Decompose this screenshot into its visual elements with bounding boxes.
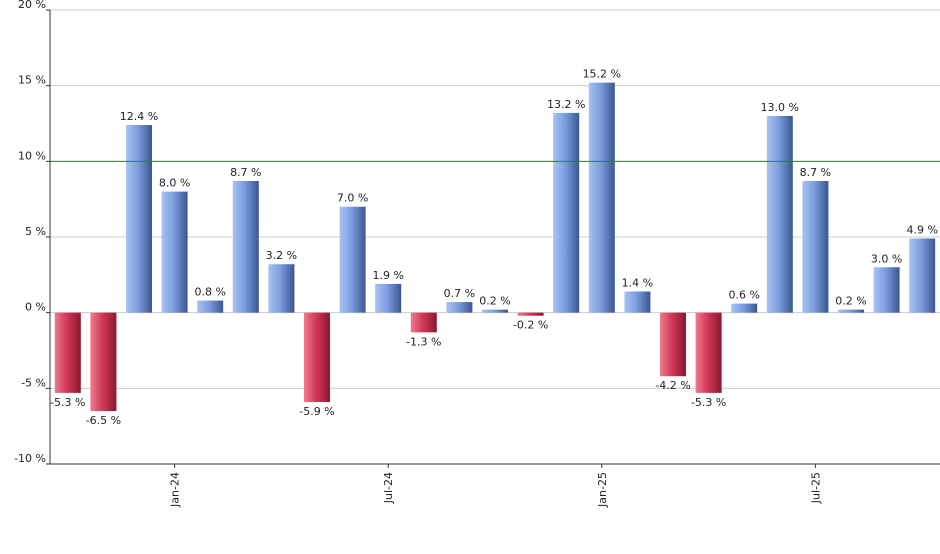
data-labels: -5.3 %-6.5 %12.4 %8.0 %0.8 %8.7 %3.2 %-5… <box>50 68 938 427</box>
data-label: -1.3 % <box>406 335 441 348</box>
bar <box>268 264 295 313</box>
bar <box>695 312 722 393</box>
data-label: 7.0 % <box>337 192 368 205</box>
bar <box>802 181 829 313</box>
data-label: 0.7 % <box>444 287 475 300</box>
y-tick-label: 20 % <box>18 0 46 11</box>
data-label: -5.3 % <box>691 396 726 409</box>
bar <box>660 312 686 377</box>
bar <box>624 291 651 313</box>
axes: -10 % -5 % 0 % 5 % 10 % 15 % 20 % Jan-24 Jul-24 J… <box>14 0 940 508</box>
data-label: 13.0 % <box>761 101 799 114</box>
bar <box>446 302 473 313</box>
bars <box>54 82 936 412</box>
data-label: 8.7 % <box>230 166 261 179</box>
data-label: 3.0 % <box>871 252 902 265</box>
bar <box>375 283 402 313</box>
bar <box>873 267 900 313</box>
data-label: -0.2 % <box>513 319 548 332</box>
y-tick-label: 10 % <box>18 149 46 162</box>
bar <box>304 312 330 402</box>
bar <box>339 206 366 313</box>
bar <box>126 125 152 313</box>
x-tick-label: Jul-24 <box>382 472 395 504</box>
x-tick-label: Jan-24 <box>169 472 182 508</box>
data-label: -5.9 % <box>299 405 334 418</box>
data-label: 8.7 % <box>800 166 831 179</box>
y-tick-label: 15 % <box>18 74 46 87</box>
data-label: 12.4 % <box>120 110 158 123</box>
x-tick-label: Jan-25 <box>596 472 609 508</box>
bar <box>90 312 117 412</box>
x-tick-label: Jul-25 <box>809 472 822 504</box>
data-label: 1.9 % <box>372 269 403 282</box>
data-label: 8.0 % <box>159 177 190 190</box>
data-label: 0.8 % <box>194 286 225 299</box>
data-label: 1.4 % <box>622 276 653 289</box>
bar <box>838 309 864 313</box>
data-label: 13.2 % <box>547 98 585 111</box>
data-label: 0.6 % <box>728 289 759 302</box>
bar <box>197 300 224 313</box>
data-label: -6.5 % <box>86 414 121 427</box>
bar <box>54 312 81 393</box>
bar <box>731 303 758 313</box>
data-label: 4.9 % <box>906 224 937 237</box>
data-label: 15.2 % <box>583 68 621 81</box>
bar <box>553 112 580 313</box>
data-label: -5.3 % <box>50 396 85 409</box>
bar <box>161 191 188 313</box>
y-tick-label: 5 % <box>25 225 46 238</box>
bar <box>410 312 437 333</box>
bar <box>588 82 615 313</box>
bar <box>909 238 936 313</box>
data-label: -4.2 % <box>655 379 690 392</box>
data-label: 0.2 % <box>479 295 510 308</box>
y-tick-label: 0 % <box>25 301 46 314</box>
data-label: 3.2 % <box>266 249 297 262</box>
y-tick-label: -5 % <box>21 376 46 389</box>
bar <box>482 309 508 313</box>
y-tick-label: -10 % <box>14 452 46 465</box>
bar <box>517 312 544 316</box>
bar <box>232 181 259 313</box>
bar <box>766 115 793 313</box>
data-label: 0.2 % <box>835 295 866 308</box>
